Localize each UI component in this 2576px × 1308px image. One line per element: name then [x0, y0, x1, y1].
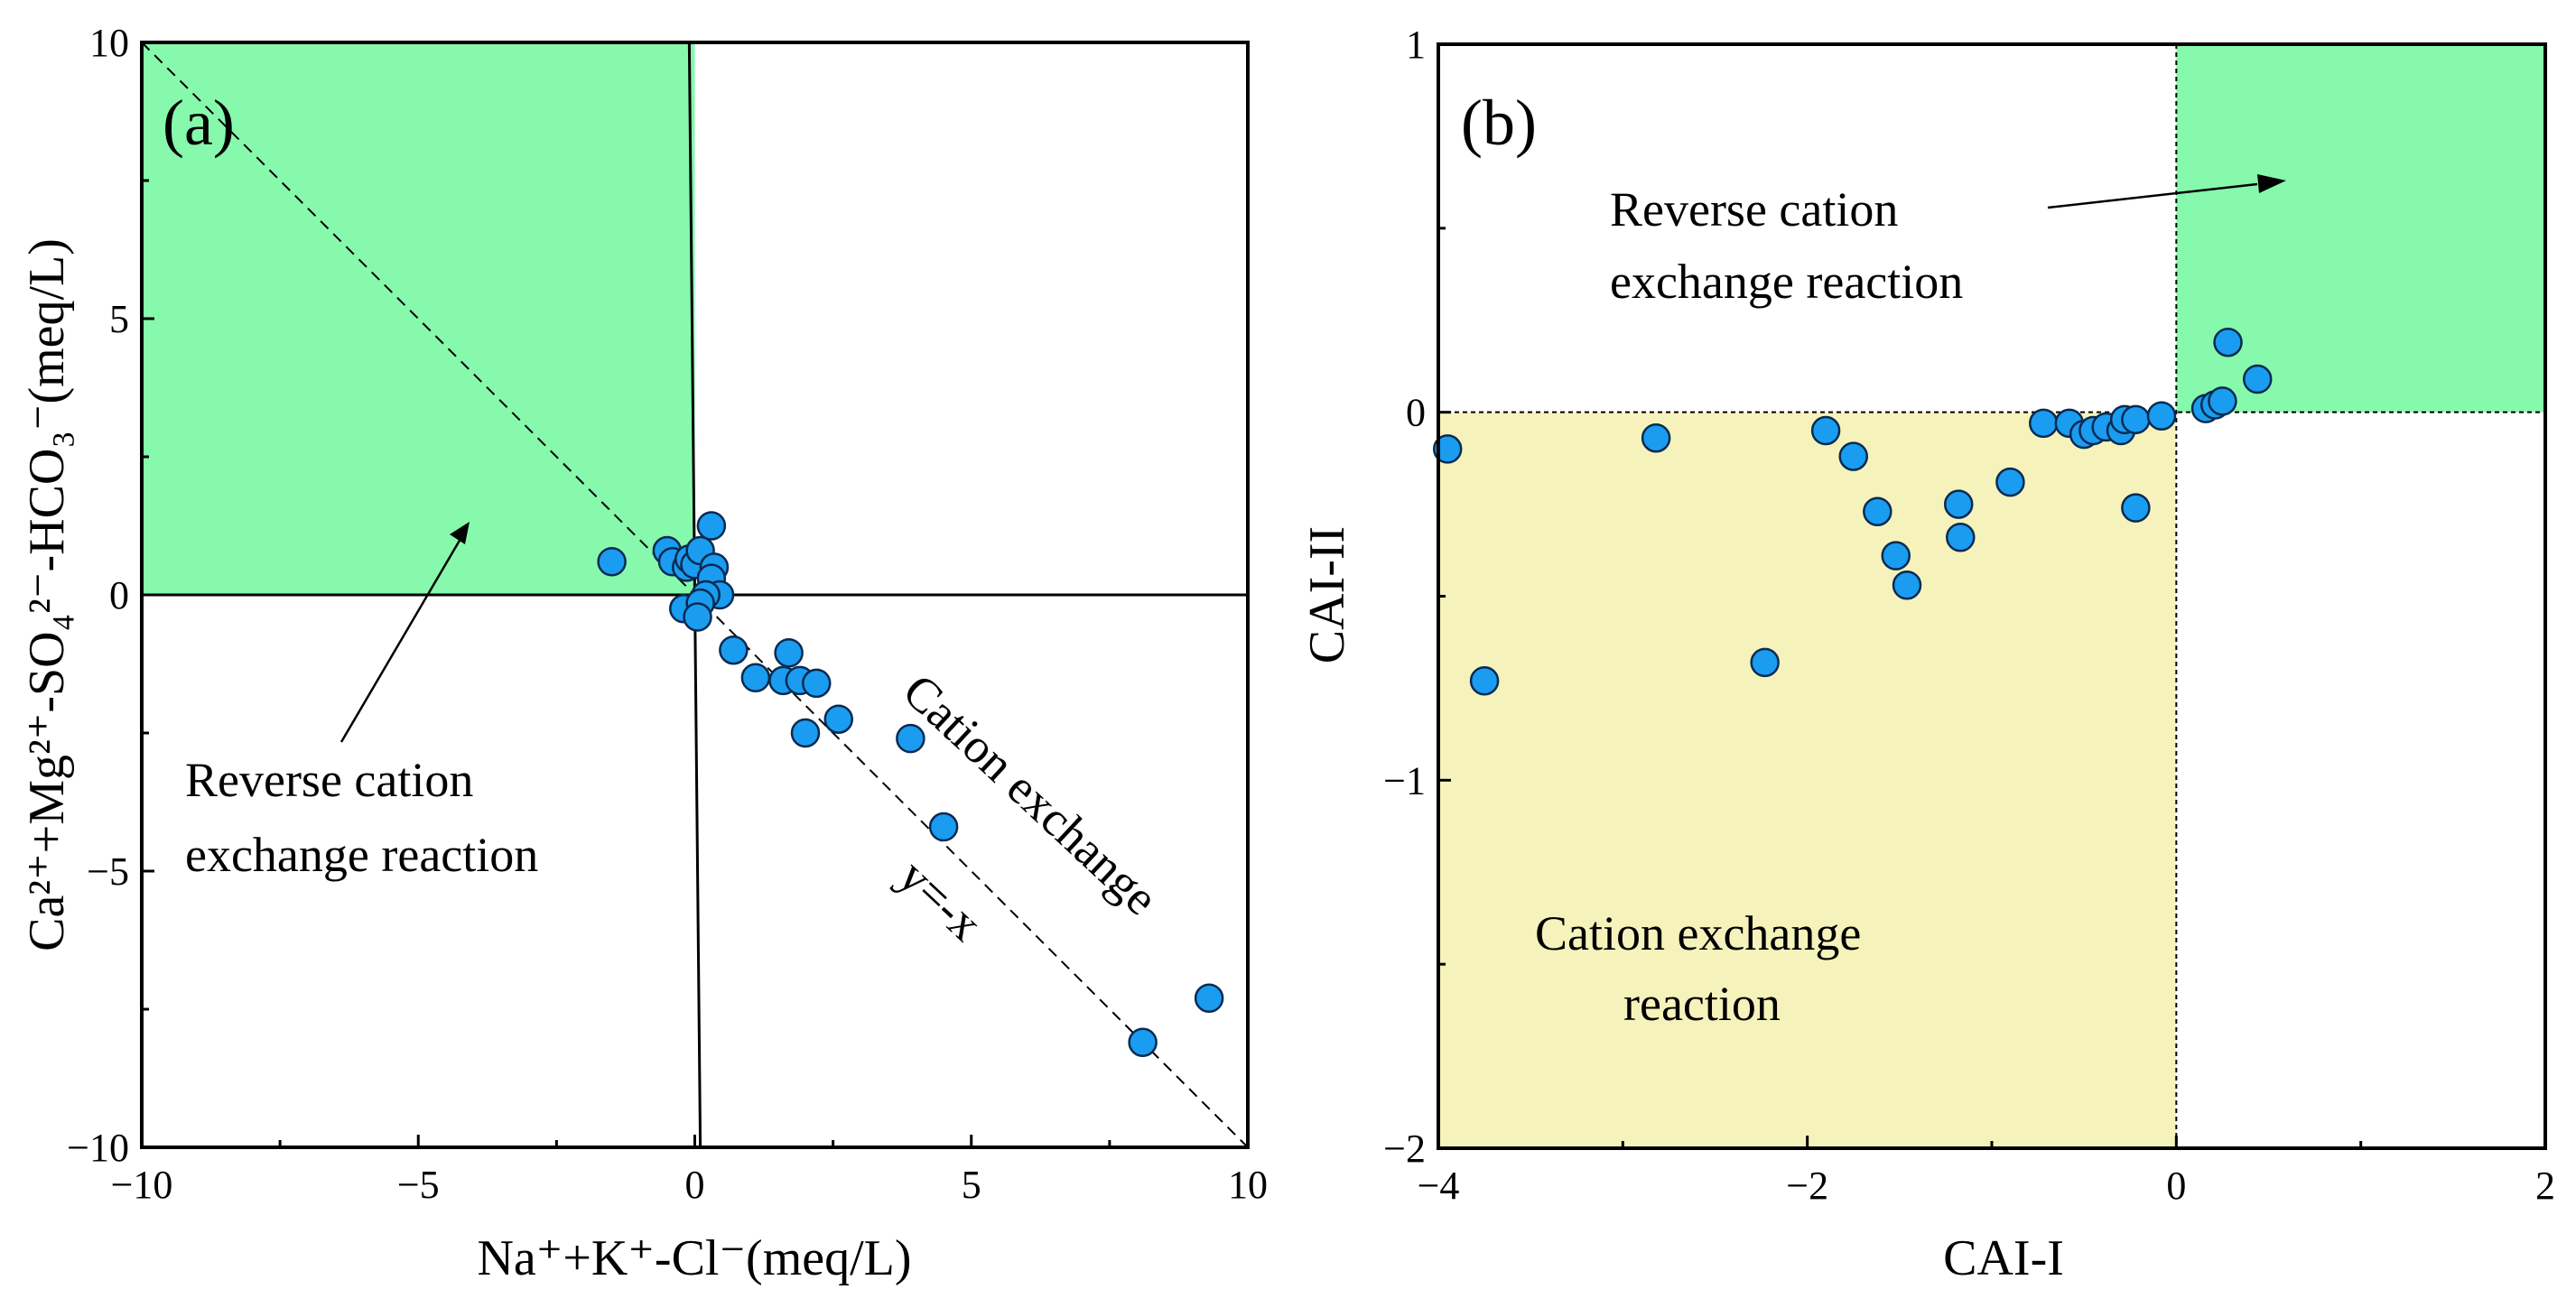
data-point — [1194, 983, 1224, 1014]
x-tick-label: 2 — [2535, 1164, 2555, 1208]
panel-label-b: (b) — [1461, 87, 1537, 159]
data-point — [740, 663, 771, 693]
y-tick-label: −2 — [1383, 1127, 1426, 1171]
y-tick-label: 1 — [1406, 23, 1426, 67]
data-point — [2121, 493, 2151, 523]
data-point — [1750, 647, 1780, 678]
arrow-line-b — [2047, 182, 2258, 209]
x-tick-label: −2 — [1786, 1164, 1828, 1208]
x-tick-label: −4 — [1418, 1164, 1460, 1208]
reference-line-label: y=-x — [888, 849, 993, 951]
data-point — [1810, 415, 1841, 446]
y-tick-label: 5 — [109, 297, 129, 341]
cation-exchange-region-b — [1438, 412, 2177, 1149]
data-point — [1943, 489, 1974, 519]
y-axis-title-b: CAI-II — [1299, 526, 1355, 663]
panel-b: −4 −2 0 2−2−101 (b) Reverse cation exchange… — [1299, 23, 2555, 1286]
x-axis-title-b: CAI-I — [1943, 1230, 2064, 1286]
data-point — [2146, 401, 2177, 431]
x-tick-label: −5 — [397, 1163, 440, 1207]
x-tick-label: 10 — [1228, 1163, 1268, 1207]
data-point — [774, 638, 804, 668]
x-tick-label: −10 — [111, 1163, 173, 1207]
reverse-exchange-label-a-1: Reverse cation — [185, 753, 473, 807]
data-point — [1432, 434, 1463, 464]
data-point — [1892, 571, 1922, 600]
data-point — [928, 812, 959, 842]
ticks-b: −4 −2 0 2−2−101 — [1383, 23, 2555, 1208]
data-point — [2028, 408, 2059, 439]
data-point — [696, 511, 727, 541]
data-point — [1838, 441, 1868, 471]
y-tick-label: 0 — [1406, 391, 1426, 435]
x-axis-title-a: Na⁺+K⁺-Cl⁻(meq/L) — [477, 1230, 911, 1286]
data-point — [2208, 386, 2237, 416]
data-points-a — [597, 511, 1224, 1057]
reverse-exchange-label-b-2: exchange reaction — [1610, 255, 1963, 309]
data-point — [683, 602, 712, 632]
cation-exchange-label-b-2: reaction — [1623, 977, 1781, 1031]
x-tick-label: 0 — [2166, 1164, 2186, 1208]
cation-exchange-label-b-1: Cation exchange — [1535, 906, 1861, 960]
data-point — [1881, 541, 1911, 571]
data-point — [719, 635, 749, 665]
data-point — [1863, 496, 1892, 526]
data-point — [597, 547, 627, 577]
data-point — [823, 704, 853, 734]
arrow-line-a — [339, 538, 462, 743]
data-point — [1946, 523, 1976, 552]
data-points-b — [1432, 327, 2273, 696]
data-point — [896, 723, 925, 754]
data-point — [2242, 364, 2273, 394]
y-tick-label: −10 — [67, 1126, 129, 1170]
data-point — [802, 668, 832, 699]
y-tick-label: −1 — [1383, 758, 1426, 802]
y-tick-label: 10 — [89, 21, 129, 65]
x-tick-label: 5 — [962, 1163, 981, 1207]
y-tick-label: −5 — [87, 849, 129, 894]
x-tick-label: 0 — [685, 1163, 705, 1207]
data-point — [2121, 404, 2151, 435]
reverse-exchange-label-b-1: Reverse cation — [1610, 182, 1898, 237]
data-point — [1469, 666, 1500, 696]
panel-a: −10 −5 0 5 10 −10 −5 0 5 10 (a) Reverse cation ex… — [19, 21, 1268, 1286]
data-point — [2213, 327, 2243, 357]
data-point — [1641, 422, 1671, 453]
data-point — [790, 718, 821, 748]
arrow-head-b — [2257, 174, 2286, 193]
ticks-a: −10 −5 0 5 10 −10 −5 0 5 10 — [67, 21, 1268, 1207]
reverse-exchange-label-a-2: exchange reaction — [185, 828, 538, 882]
data-point — [1995, 467, 2025, 497]
y-tick-label: 0 — [109, 573, 129, 617]
y-axis-title-a: Ca²⁺+Mg²⁺-SO₄²⁻-HCO₃⁻(meq/L) — [19, 238, 75, 951]
panel-label-a: (a) — [163, 87, 235, 159]
data-point — [1128, 1027, 1158, 1057]
reverse-exchange-region-b — [2176, 44, 2545, 413]
arrow-head-a — [450, 522, 470, 544]
